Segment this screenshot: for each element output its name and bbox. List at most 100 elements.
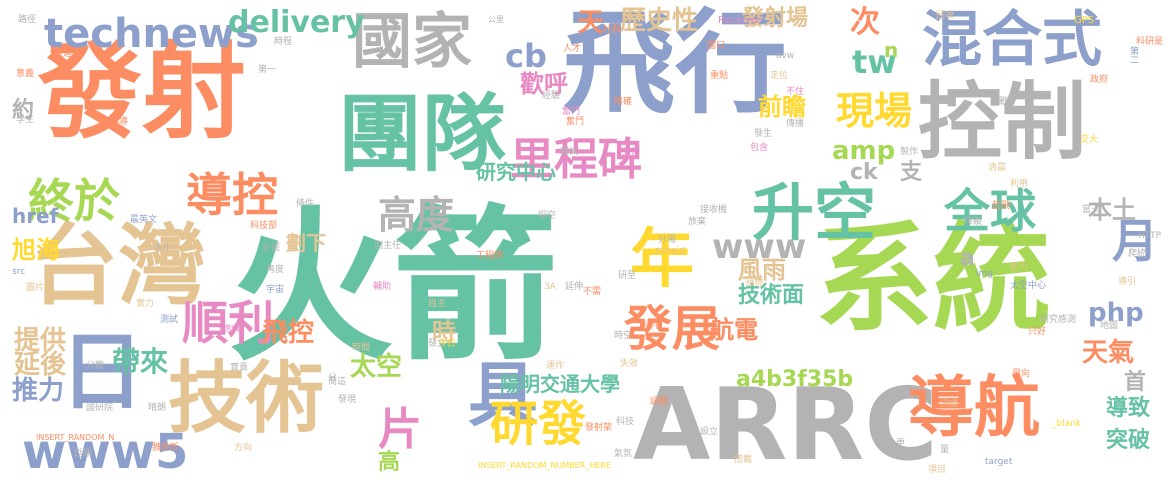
word-cloud-term: www5 xyxy=(22,424,189,480)
word-cloud-term: 科技 xyxy=(616,417,635,427)
word-cloud-term: 推進 xyxy=(54,49,73,59)
word-cloud-term: 延後 xyxy=(14,350,67,380)
word-cloud-term: 太空 xyxy=(350,352,403,382)
word-cloud-term: _blank xyxy=(1052,419,1082,429)
word-cloud-term: 分離 xyxy=(86,361,105,371)
word-cloud-term: 傳播 xyxy=(786,119,805,129)
word-cloud-term: 包含 xyxy=(750,143,769,153)
word-cloud-term: 爬統 xyxy=(1128,249,1147,259)
word-cloud-term: 導航 xyxy=(908,369,1040,446)
word-cloud-term: 清晨 xyxy=(988,163,1007,173)
word-cloud-term: 調整 xyxy=(650,397,669,407)
word-cloud-term: 飛行 xyxy=(563,0,787,129)
word-cloud-term: 元件 xyxy=(642,321,661,331)
word-cloud-term: 制導 xyxy=(110,117,129,127)
word-cloud-term: 風雨 xyxy=(738,256,786,284)
word-cloud-term: 挑戰 xyxy=(990,97,1009,107)
word-cloud-term: 順利 xyxy=(182,296,274,350)
word-cloud-term: 起飛 xyxy=(992,201,1011,211)
word-cloud-term: 提供 xyxy=(14,326,67,356)
word-cloud-term: 研發 xyxy=(490,396,587,452)
word-cloud-term: INSERT_RANDOM_N xyxy=(36,433,115,442)
word-cloud-term: technews xyxy=(44,11,259,57)
word-cloud-term: 飛向 xyxy=(1012,369,1031,379)
word-cloud-term: 支援 xyxy=(262,243,281,253)
word-cloud-term: 混合式 xyxy=(922,5,1102,75)
word-cloud-term: 年 xyxy=(630,223,694,297)
word-cloud-term: 放棄 xyxy=(688,217,707,227)
word-cloud-term: amp xyxy=(832,136,896,166)
word-cloud-term: 歡呼 xyxy=(520,70,568,98)
word-cloud-term: 延期 xyxy=(74,449,93,459)
word-cloud-term: Receiver xyxy=(718,15,762,26)
word-cloud-term: 當天 xyxy=(1082,205,1101,215)
word-cloud-term: 項目 xyxy=(928,465,947,475)
word-cloud-term: 第一 xyxy=(258,65,277,75)
word-cloud-term: 控制 xyxy=(918,73,1087,171)
word-cloud-term: 延伸 xyxy=(565,282,584,292)
word-cloud-term: 路徑 xyxy=(18,15,37,25)
word-cloud-term: 分 xyxy=(328,373,338,383)
word-cloud-term: 晴朗 xyxy=(148,403,167,413)
word-cloud-term: 條件 xyxy=(296,199,315,209)
word-cloud-term: 台灣 xyxy=(30,214,207,317)
word-cloud-term: 量 xyxy=(940,445,950,455)
word-cloud-term: 推力 xyxy=(12,376,65,406)
word-cloud-term: 太空中心 xyxy=(1010,281,1047,291)
word-cloud-term: 測試 xyxy=(160,315,179,325)
word-cloud-term: a xyxy=(960,246,975,271)
word-cloud-term: 天氣 xyxy=(1082,338,1135,368)
word-cloud-term: 晨英文 xyxy=(130,215,158,225)
word-cloud-term: 高 xyxy=(378,450,401,475)
word-cloud-term: 時 xyxy=(432,318,456,346)
word-cloud-term: 分場 xyxy=(658,235,677,245)
word-cloud-term: 能力 xyxy=(1010,263,1029,273)
word-cloud-term: 本土 xyxy=(1088,196,1136,224)
word-cloud-term: 片 xyxy=(378,404,422,455)
word-cloud-term: 設立 xyxy=(700,427,719,437)
word-cloud-term: 再度 xyxy=(266,265,285,275)
word-cloud-term: 天 xyxy=(573,8,603,34)
word-cloud-term: 月 xyxy=(1112,214,1158,268)
word-cloud-term: 技術面 xyxy=(738,283,805,308)
word-cloud-term: 第二 xyxy=(1128,46,1138,64)
word-cloud-term: cb xyxy=(505,37,547,75)
word-cloud-term: 支持 xyxy=(622,147,641,157)
word-cloud-term: 導致 xyxy=(1106,396,1151,421)
word-cloud-term: 探空 xyxy=(538,211,557,221)
word-cloud-term: 火箭 xyxy=(228,191,558,383)
word-cloud-term: 維修 xyxy=(746,279,765,289)
word-cloud-term: 燃料 xyxy=(222,325,241,335)
word-cloud-term: 奮門 xyxy=(562,107,581,117)
word-cloud-term: 公里 xyxy=(488,15,504,24)
word-cloud-term: 自主 xyxy=(428,299,447,309)
word-cloud-term: href xyxy=(12,204,59,228)
word-cloud-term: 精確 xyxy=(614,97,633,107)
word-cloud-term: 簡這 xyxy=(328,377,347,387)
word-cloud-term: 發展 xyxy=(624,301,721,357)
word-cloud-term: tw xyxy=(852,43,897,81)
word-cloud-term: 導控 xyxy=(186,168,278,222)
word-cloud-term: 科研是 xyxy=(1136,37,1164,47)
word-cloud-term: 今日 xyxy=(438,339,457,349)
word-cloud-term: 科技部 xyxy=(250,221,278,231)
word-cloud-term: 飛控 xyxy=(262,318,315,348)
word-cloud-term: 發射架 xyxy=(585,423,613,433)
word-cloud-term: 決議 xyxy=(940,399,959,409)
word-cloud-term: n xyxy=(884,38,899,62)
word-cloud-term: a4b3f35b xyxy=(736,367,854,392)
word-cloud-term: 研至 xyxy=(618,271,637,281)
word-cloud-term: 終於 xyxy=(28,174,120,228)
word-cloud-term: 利用 xyxy=(1010,179,1029,189)
word-cloud-term: 失效 xyxy=(620,359,639,369)
word-cloud-term: 更 xyxy=(896,439,906,449)
word-cloud-term: 氣氛 xyxy=(614,449,633,459)
word-cloud-term: src xyxy=(12,267,26,277)
word-cloud-term: 方向 xyxy=(234,443,253,453)
word-cloud-term: 太 xyxy=(884,403,894,413)
word-cloud-term: 輔助 xyxy=(373,282,392,292)
word-cloud-term: 支 xyxy=(900,160,923,185)
word-cloud-term: 寶貴 xyxy=(230,363,249,373)
word-cloud-term: 研究感測 xyxy=(1040,315,1077,325)
word-cloud-term: 只好 xyxy=(1028,327,1047,337)
